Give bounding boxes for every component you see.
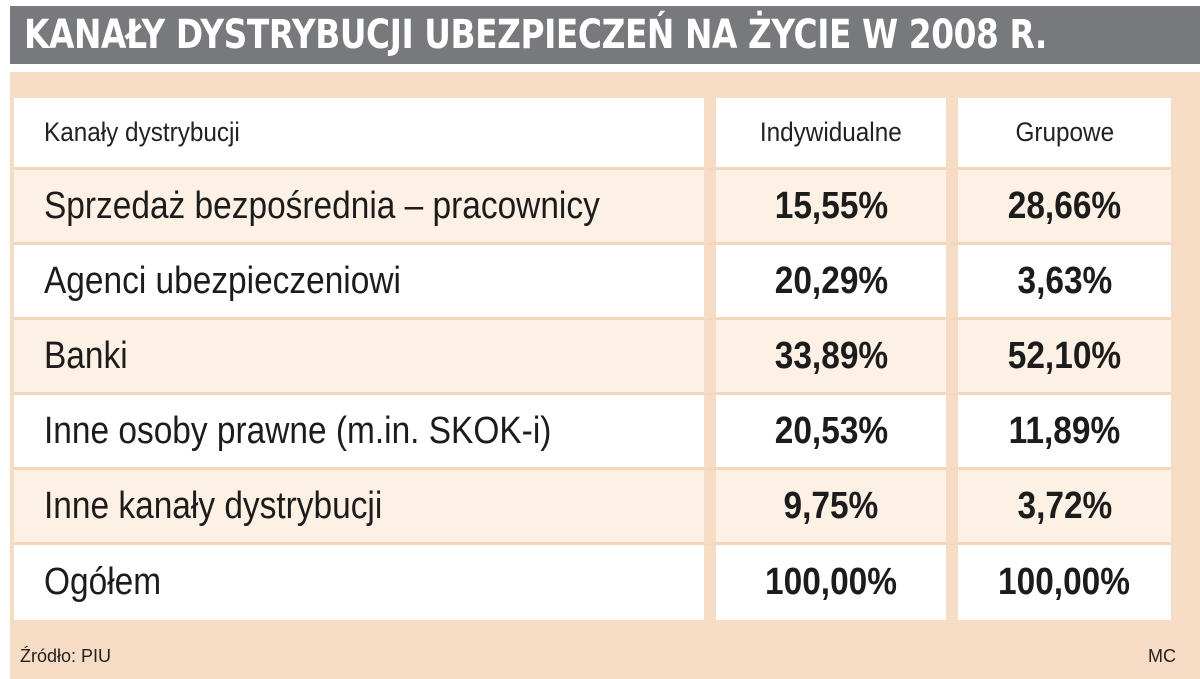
table-header-row: Kanały dystrybucji Indywidualne Grupowe <box>14 98 1171 170</box>
header-cell-group: Grupowe <box>946 98 1171 170</box>
distribution-table: Kanały dystrybucji Indywidualne Grupowe … <box>14 98 1171 620</box>
header-cell-channel: Kanały dystrybucji <box>14 98 704 170</box>
table-row: Sprzedaż bezpośrednia – pracownicy 15,55… <box>14 170 1171 245</box>
header-channel-label: Kanały dystrybucji <box>44 117 240 147</box>
table-row: Inne osoby prawne (m.in. SKOK-i) 20,53% … <box>14 395 1171 470</box>
value-individual: 20,29% <box>774 259 888 302</box>
header-cell-individual: Indywidualne <box>704 98 946 170</box>
row-label: Banki <box>44 334 128 377</box>
value-group: 28,66% <box>1007 184 1122 227</box>
value-individual: 9,75% <box>783 484 879 527</box>
title-bar: KANAŁY DYSTRYBUCJI UBEZPIECZEŃ NA ŻYCIE … <box>10 6 1200 64</box>
header-group-label: Grupowe <box>1015 117 1114 147</box>
table-row: Agenci ubezpieczeniowi 20,29% 3,63% <box>14 245 1171 320</box>
row-label: Agenci ubezpieczeniowi <box>44 259 401 302</box>
value-group: 3,72% <box>1017 484 1112 527</box>
value-group: 11,89% <box>1008 409 1121 452</box>
row-label: Inne osoby prawne (m.in. SKOK-i) <box>44 409 552 452</box>
row-label: Ogółem <box>44 561 162 603</box>
author-credit: MC <box>1148 646 1176 666</box>
table-row: Inne kanały dystrybucji 9,75% 3,72% <box>14 470 1171 545</box>
value-individual: 33,89% <box>774 334 888 377</box>
header-individual-label: Indywidualne <box>760 117 902 147</box>
value-individual: 100,00% <box>764 561 897 603</box>
value-individual: 15,55% <box>774 184 888 227</box>
value-individual: 20,53% <box>774 409 888 452</box>
row-label: Inne kanały dystrybucji <box>44 484 383 527</box>
table-row-total: Ogółem 100,00% 100,00% <box>14 545 1171 620</box>
row-label: Sprzedaż bezpośrednia – pracownicy <box>44 184 600 227</box>
table-row: Banki 33,89% 52,10% <box>14 320 1171 395</box>
value-group: 3,63% <box>1017 259 1112 302</box>
source-note: Źródło: PIU <box>20 646 112 666</box>
value-group: 100,00% <box>998 561 1131 603</box>
value-group: 52,10% <box>1007 334 1122 377</box>
chart-title: KANAŁY DYSTRYBUCJI UBEZPIECZEŃ NA ŻYCIE … <box>24 12 1047 58</box>
